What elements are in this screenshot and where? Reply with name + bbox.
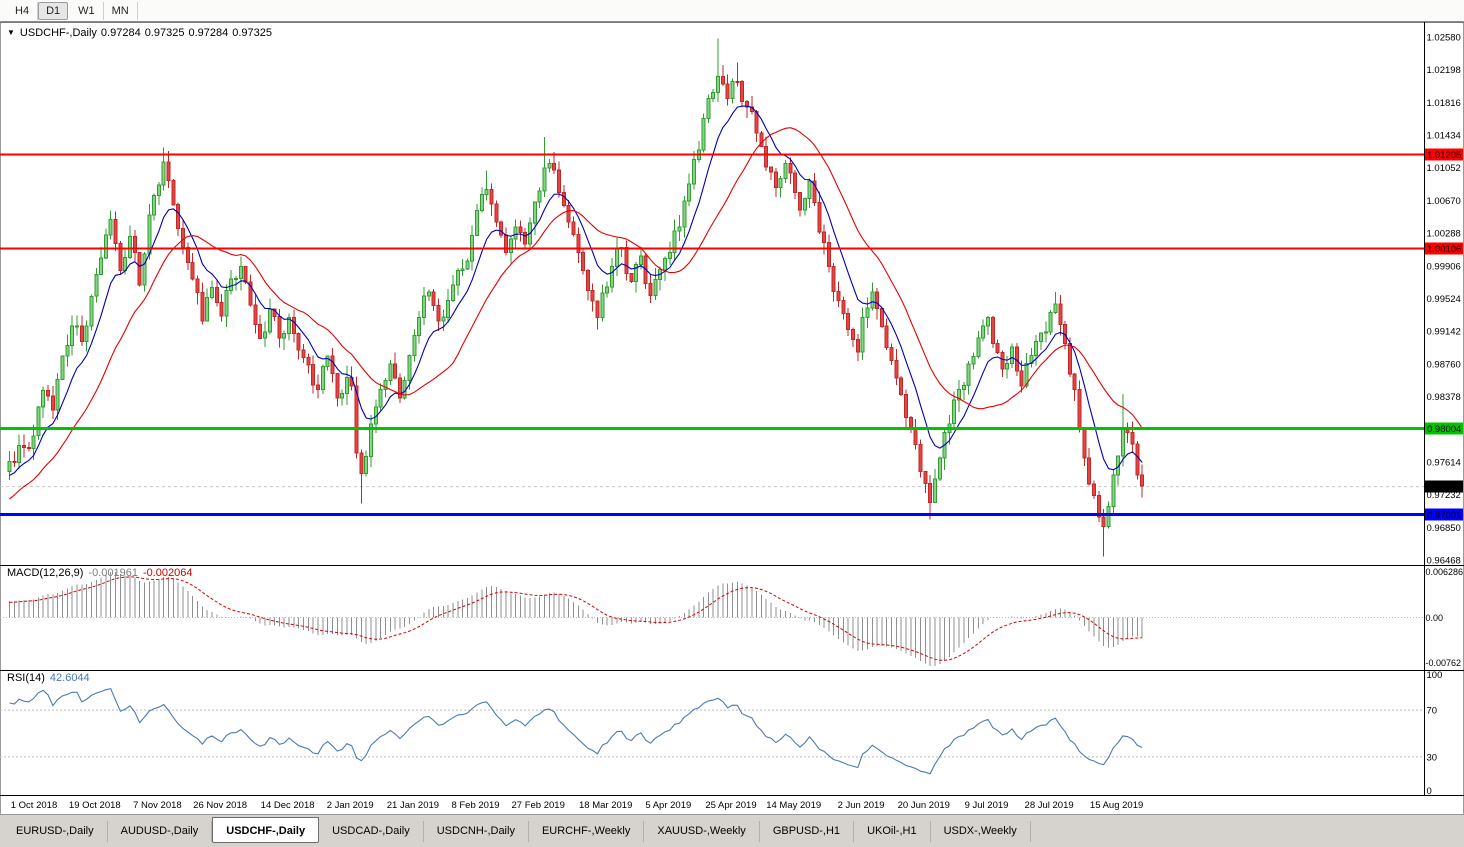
tab-usdcad-daily[interactable]: USDCAD-,Daily [319, 821, 424, 842]
price-tag-0.97001: 0.97001 [1425, 508, 1463, 521]
tab-usdchf-daily[interactable]: USDCHF-,Daily [212, 817, 320, 843]
svg-text:1.00670: 1.00670 [1427, 196, 1461, 207]
svg-text:7 Nov 2018: 7 Nov 2018 [133, 800, 182, 811]
svg-text:0.00: 0.00 [1426, 613, 1444, 623]
price-axis-labels: 1.02580 1.02198 1.01816 1.01434 1.01052 1.006… [1427, 33, 1461, 567]
svg-text:20 Jun 2019: 20 Jun 2019 [898, 800, 950, 811]
svg-text:19 Oct 2018: 19 Oct 2018 [69, 800, 121, 811]
price-tag-1.00106: 1.00106 [1425, 242, 1463, 255]
svg-text:1.01205: 1.01205 [1427, 150, 1461, 161]
ohlc-close: 0.97325 [232, 27, 272, 39]
tab-ukoil-h1[interactable]: UKOil-,H1 [854, 821, 931, 842]
ohlc-low: 0.97284 [188, 27, 229, 39]
tab-usdx-weekly[interactable]: USDX-,Weekly [931, 821, 1031, 842]
svg-text:5 Apr 2019: 5 Apr 2019 [645, 800, 691, 811]
macd-signal-value: -0.002064 [142, 567, 193, 579]
timeframe-toolbar: H4 D1 W1 MN [0, 0, 1464, 22]
price-tag-1.01205: 1.01205 [1425, 148, 1463, 161]
ma-ema-9-line [9, 105, 1143, 476]
svg-text:27 Feb 2019: 27 Feb 2019 [512, 800, 565, 811]
ma-sma-21-line [9, 127, 1143, 500]
svg-text:1.01052: 1.01052 [1427, 163, 1461, 174]
svg-text:1.01816: 1.01816 [1427, 98, 1461, 109]
timeframe-button-mn[interactable]: MN [104, 1, 138, 20]
svg-text:1.00288: 1.00288 [1427, 229, 1461, 240]
svg-text:1.02580: 1.02580 [1427, 33, 1461, 44]
date-axis-labels: 1 Oct 2018 19 Oct 2018 7 Nov 2018 26 Nov 20… [11, 800, 1144, 811]
macd-label: MACD(12,26,9) -0.001961 -0.002064 [7, 567, 198, 579]
chart-tabs: EURUSD-,Daily AUDUSD-,Daily USDCHF-,Daily U… [0, 815, 1464, 843]
ohlc-open: 0.97284 [100, 27, 141, 39]
svg-text:1 Oct 2018: 1 Oct 2018 [11, 800, 57, 811]
timeframe-button-w1[interactable]: W1 [70, 1, 104, 20]
macd-signal-line [9, 576, 1143, 661]
svg-text:0.99524: 0.99524 [1427, 294, 1461, 305]
svg-text:0.97614: 0.97614 [1427, 457, 1461, 468]
svg-text:0.96468: 0.96468 [1427, 556, 1461, 567]
svg-text:0.006286: 0.006286 [1426, 567, 1464, 577]
price-tag-bid: 0.97325 [1425, 480, 1463, 493]
svg-text:1.02198: 1.02198 [1427, 65, 1461, 76]
svg-text:21 Jan 2019: 21 Jan 2019 [387, 800, 439, 811]
svg-text:18 Mar 2019: 18 Mar 2019 [579, 800, 632, 811]
rsi-axis-labels: 100 70 30 0 [1427, 670, 1443, 797]
svg-text:0: 0 [1427, 786, 1432, 797]
svg-text:0.98004: 0.98004 [1427, 424, 1461, 435]
tab-xauusd-weekly[interactable]: XAUUSD-,Weekly [644, 821, 760, 842]
symbol-label: USDCHF-,Daily [19, 27, 97, 39]
svg-text:0.98378: 0.98378 [1427, 392, 1461, 403]
tab-eurusd-daily[interactable]: EURUSD-,Daily [3, 821, 108, 842]
collapse-icon[interactable]: ▼ [7, 28, 15, 37]
macd-axis-labels: 0.006286 0.00 -0.00762 [1426, 567, 1464, 668]
svg-text:0.97325: 0.97325 [1427, 482, 1461, 493]
svg-text:0.97232: 0.97232 [1427, 490, 1461, 501]
svg-text:26 Nov 2018: 26 Nov 2018 [193, 800, 247, 811]
timeframe-button-h4[interactable]: H4 [7, 1, 39, 20]
svg-text:28 Jul 2019: 28 Jul 2019 [1025, 800, 1074, 811]
svg-text:0.97001: 0.97001 [1427, 510, 1461, 521]
rsi-label: RSI(14) 42.6044 [7, 672, 95, 684]
macd-histogram [9, 572, 1143, 666]
chart-tab-bar: EURUSD-,Daily AUDUSD-,Daily USDCHF-,Daily U… [0, 814, 1464, 847]
macd-main-value: -0.001961 [88, 567, 138, 579]
candles [7, 38, 1145, 557]
svg-text:9 Jul 2019: 9 Jul 2019 [965, 800, 1009, 811]
tab-audusd-daily[interactable]: AUDUSD-,Daily [108, 821, 213, 842]
svg-text:25 Apr 2019: 25 Apr 2019 [705, 800, 756, 811]
svg-text:0.96850: 0.96850 [1427, 523, 1461, 534]
chart-ohlc-header: ▼ USDCHF-,Daily 0.97284 0.97325 0.97284 0.973… [7, 27, 276, 39]
svg-text:0.99906: 0.99906 [1427, 261, 1461, 272]
svg-text:2 Jun 2019: 2 Jun 2019 [838, 800, 885, 811]
svg-text:15 Aug 2019: 15 Aug 2019 [1090, 800, 1143, 811]
ohlc-high: 0.97325 [144, 27, 185, 39]
svg-text:1.00106: 1.00106 [1427, 244, 1461, 255]
tab-usdcnh-daily[interactable]: USDCNH-,Daily [424, 821, 529, 842]
svg-text:8 Feb 2019: 8 Feb 2019 [451, 800, 499, 811]
svg-text:14 Dec 2018: 14 Dec 2018 [261, 800, 315, 811]
rsi-current-value: 42.6044 [49, 672, 90, 684]
svg-text:0.99142: 0.99142 [1427, 327, 1461, 338]
svg-text:-0.00762: -0.00762 [1426, 658, 1462, 668]
tab-gbpusd-h1[interactable]: GBPUSD-,H1 [760, 821, 855, 842]
svg-text:100: 100 [1427, 670, 1443, 681]
timeframe-button-d1[interactable]: D1 [38, 1, 69, 20]
svg-text:1.01434: 1.01434 [1427, 131, 1461, 142]
svg-text:14 May 2019: 14 May 2019 [766, 800, 821, 811]
svg-text:2 Jan 2019: 2 Jan 2019 [327, 800, 374, 811]
tab-eurchf-weekly[interactable]: EURCHF-,Weekly [529, 821, 645, 842]
macd-name: MACD(12,26,9) [7, 567, 84, 579]
svg-text:70: 70 [1427, 706, 1438, 717]
rsi-line [9, 687, 1143, 775]
rsi-name: RSI(14) [7, 672, 45, 684]
price-tag-0.98004: 0.98004 [1425, 422, 1463, 435]
svg-text:0.98760: 0.98760 [1427, 359, 1461, 370]
price-chart[interactable]: 1.02580 1.02198 1.01816 1.01434 1.01052 1.006… [0, 22, 1464, 814]
svg-text:30: 30 [1427, 752, 1438, 763]
